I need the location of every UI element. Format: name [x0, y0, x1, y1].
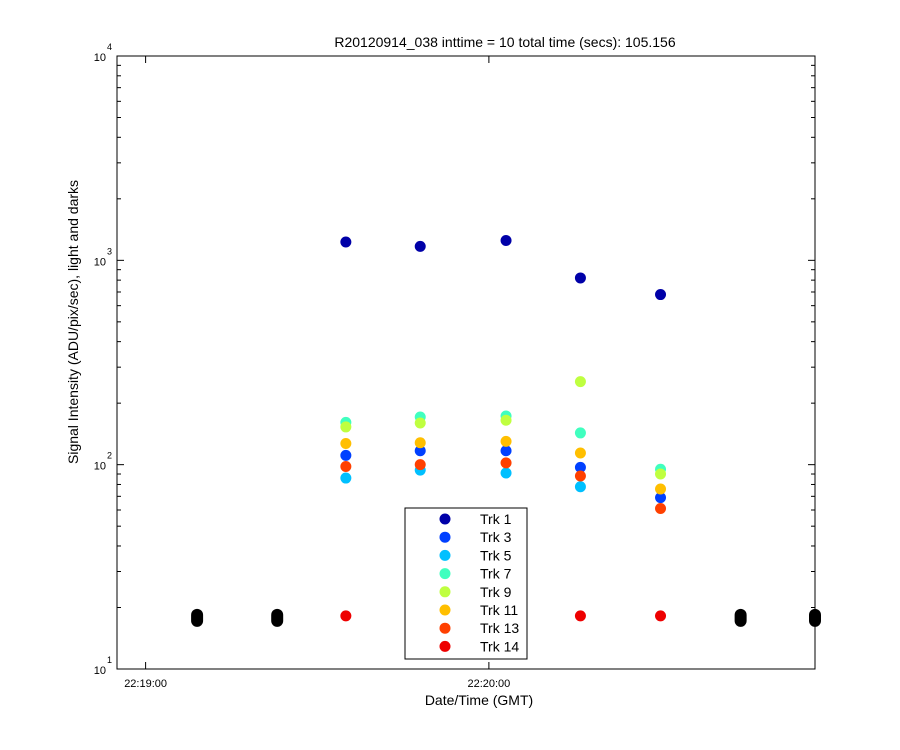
- data-point: [574, 610, 586, 622]
- x-tick-label: 22:20:00: [467, 678, 510, 690]
- data-point: [340, 437, 352, 449]
- axis-ticks: [117, 56, 815, 670]
- data-point: [500, 435, 512, 447]
- data-point: [574, 481, 586, 493]
- data-point: [655, 289, 667, 301]
- data-point: [340, 610, 352, 622]
- data-point: [500, 235, 512, 247]
- data-point: [655, 492, 667, 504]
- data-point: [414, 437, 426, 449]
- legend-label: Trk 7: [480, 566, 512, 582]
- data-point: [655, 468, 667, 480]
- data-point: [500, 467, 512, 479]
- series-dark: [191, 608, 821, 627]
- legend: Trk 1 Trk 3 Trk 5 Trk 7 Trk 9 Trk 11 Trk 13 Trk…: [404, 507, 528, 660]
- data-point: [574, 272, 586, 284]
- y-tick-exponent: 4: [107, 42, 112, 52]
- data-point: [574, 427, 586, 439]
- data-point: [414, 417, 426, 429]
- legend-label: Trk 13: [480, 620, 519, 636]
- data-point: [734, 608, 747, 627]
- data-point: [655, 610, 667, 622]
- data-point: [340, 421, 352, 433]
- data-point: [809, 608, 821, 627]
- data-points: [191, 235, 821, 627]
- y-tick-label: 10: [94, 461, 106, 473]
- legend-marker: [439, 622, 451, 634]
- data-point: [340, 236, 352, 248]
- x-axis-label: Date/Time (GMT): [425, 692, 533, 708]
- data-point: [655, 483, 667, 495]
- y-axis-label: Signal Intensity (ADU/pix/sec), light an…: [65, 180, 81, 464]
- legend-marker: [439, 640, 451, 652]
- legend-marker: [439, 549, 451, 561]
- data-point: [574, 447, 586, 459]
- data-point: [414, 459, 426, 471]
- legend-label: Trk 11: [480, 602, 518, 618]
- chart-title: R20120914_038 inttime = 10 total time (s…: [334, 34, 675, 50]
- series-trk-9: [340, 376, 667, 480]
- data-point: [500, 445, 512, 457]
- data-point: [574, 461, 586, 473]
- y-tick-exponent: 1: [107, 655, 112, 665]
- legend-label: Trk 9: [480, 584, 512, 600]
- legend-label: Trk 1: [480, 511, 512, 527]
- series-trk-3: [340, 445, 667, 504]
- series-trk-11: [340, 435, 667, 495]
- y-tick-label: 10: [94, 256, 106, 268]
- legend-marker: [439, 604, 451, 616]
- x-tick-labels: 22:19:00 22:20:00: [124, 678, 510, 690]
- data-point: [500, 457, 512, 469]
- legend-marker: [439, 531, 451, 543]
- data-point: [500, 414, 512, 426]
- x-tick-label: 22:19:00: [124, 678, 167, 690]
- data-point: [340, 460, 352, 472]
- legend-marker: [439, 586, 451, 598]
- y-tick-exponent: 2: [107, 451, 112, 461]
- series-trk-14: [340, 610, 667, 622]
- legend-box: [404, 507, 528, 660]
- data-point: [340, 472, 352, 484]
- y-tick-label: 10: [94, 52, 106, 64]
- data-point: [574, 470, 586, 482]
- data-point: [414, 445, 426, 457]
- data-point: [191, 608, 204, 627]
- legend-label: Trk 5: [480, 547, 512, 563]
- legend-marker: [439, 568, 451, 580]
- series-trk-1: [340, 235, 667, 301]
- legend-label: Trk 14: [480, 638, 519, 654]
- data-point: [574, 376, 586, 388]
- y-tick-exponent: 3: [107, 246, 112, 256]
- data-point: [271, 608, 284, 627]
- data-point: [414, 240, 426, 252]
- y-tick-label: 10: [94, 665, 106, 677]
- legend-label: Trk 3: [480, 529, 512, 545]
- data-point: [340, 449, 352, 461]
- series-trk-13: [340, 457, 667, 515]
- data-point: [655, 503, 667, 515]
- legend-marker: [439, 513, 451, 525]
